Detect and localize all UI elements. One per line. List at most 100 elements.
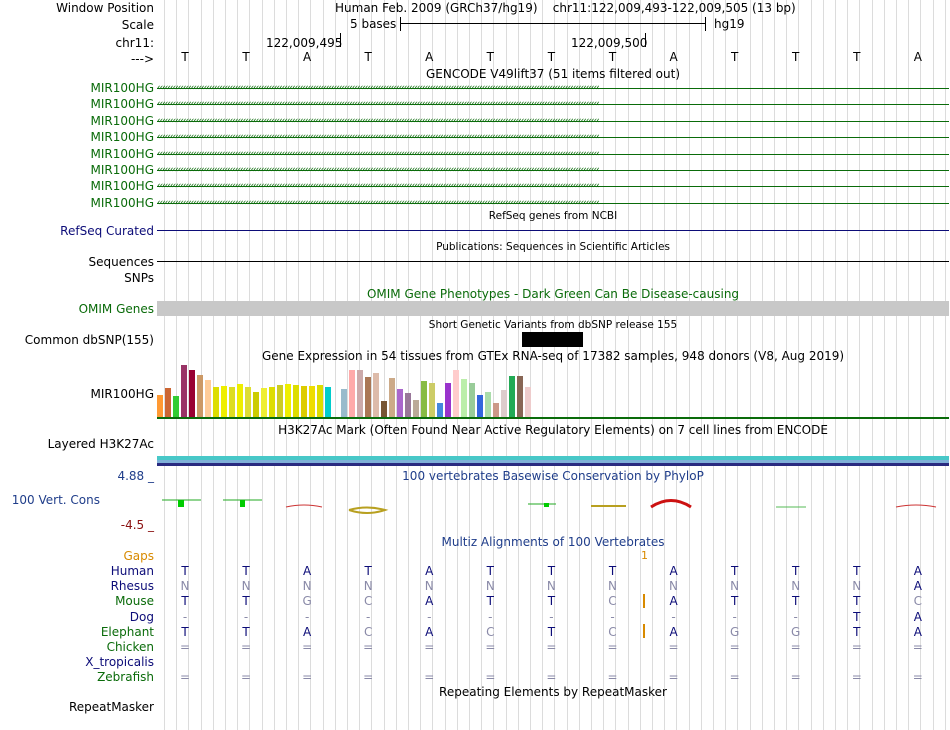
gtex-tissue-bar[interactable] [525,387,531,417]
gencode-gene-label[interactable]: MIR100HG [90,81,154,95]
gtex-tissue-bar[interactable] [445,383,451,417]
gencode-transcript[interactable]: ‹‹‹‹‹‹‹‹‹‹‹‹‹‹‹‹‹‹‹‹‹‹‹‹‹‹‹‹‹‹‹‹‹‹‹‹‹‹‹‹… [157,181,949,191]
gtex-tissue-bar[interactable] [221,386,227,417]
refseq-track-title[interactable]: RefSeq genes from NCBI [488,210,618,222]
reference-base: T [853,50,861,64]
gtex-tissue-bar[interactable] [157,395,163,417]
gtex-tissue-bar[interactable] [341,389,347,417]
gencode-transcript[interactable]: ‹‹‹‹‹‹‹‹‹‹‹‹‹‹‹‹‹‹‹‹‹‹‹‹‹‹‹‹‹‹‹‹‹‹‹‹‹‹‹‹… [157,83,949,93]
gtex-tissue-bar[interactable] [245,387,251,417]
multiz-track-title[interactable]: Multiz Alignments of 100 Vertebrates [441,535,665,549]
gtex-tissue-bar[interactable] [197,375,203,417]
alignment-base: A [425,594,434,609]
gtex-tissue-bar[interactable] [381,401,387,417]
gtex-tissue-bar[interactable] [349,370,355,417]
h3k27ac-track-title[interactable]: H3K27Ac Mark (Often Found Near Active Re… [278,423,828,437]
dbsnp-label[interactable]: Common dbSNP(155) [24,333,154,347]
gtex-tissue-bar[interactable] [477,395,483,417]
gtex-tissue-bar[interactable] [173,396,179,417]
refseq-gene-line[interactable] [157,230,949,231]
gencode-gene-label[interactable]: MIR100HG [90,97,154,112]
gtex-tissue-bar[interactable] [301,386,307,417]
gencode-gene-label[interactable]: MIR100HG [90,195,154,210]
gtex-tissue-bar[interactable] [261,388,267,417]
gencode-track-title[interactable]: GENCODE V49lift37 (51 items filtered out… [425,67,680,81]
gencode-transcript[interactable]: ‹‹‹‹‹‹‹‹‹‹‹‹‹‹‹‹‹‹‹‹‹‹‹‹‹‹‹‹‹‹‹‹‹‹‹‹‹‹‹‹… [157,165,949,175]
gtex-tissue-bar[interactable] [277,385,283,417]
gencode-transcript[interactable]: ‹‹‹‹‹‹‹‹‹‹‹‹‹‹‹‹‹‹‹‹‹‹‹‹‹‹‹‹‹‹‹‹‹‹‹‹‹‹‹‹… [157,132,949,142]
gencode-transcript[interactable]: ‹‹‹‹‹‹‹‹‹‹‹‹‹‹‹‹‹‹‹‹‹‹‹‹‹‹‹‹‹‹‹‹‹‹‹‹‹‹‹‹… [157,149,949,159]
species-label[interactable]: Mouse [115,594,154,609]
dbsnp-track-title[interactable]: Short Genetic Variants from dbSNP releas… [428,319,678,331]
gtex-tissue-bar[interactable] [373,373,379,417]
grid-line [823,0,824,730]
gtex-tissue-bar[interactable] [269,387,275,417]
publications-label[interactable]: Sequences [88,255,154,269]
gtex-tissue-bar[interactable] [429,383,435,417]
species-label[interactable]: Human [110,564,154,578]
gtex-tissue-bar[interactable] [317,385,323,417]
gtex-tissue-bar[interactable] [469,383,475,417]
h3k27ac-label[interactable]: Layered H3K27Ac [47,437,154,451]
publications-line[interactable] [157,261,949,262]
gencode-transcript[interactable]: ‹‹‹‹‹‹‹‹‹‹‹‹‹‹‹‹‹‹‹‹‹‹‹‹‹‹‹‹‹‹‹‹‹‹‹‹‹‹‹‹… [157,116,949,126]
gtex-tissue-bar[interactable] [165,388,171,417]
gtex-tissue-bar[interactable] [309,386,315,417]
gtex-tissue-bar[interactable] [325,387,331,417]
gencode-gene-label[interactable]: MIR100HG [90,163,154,177]
gtex-tissue-bar[interactable] [189,370,195,417]
gtex-tissue-bar[interactable] [405,393,411,417]
gtex-tissue-bar[interactable] [437,403,443,417]
gtex-expression-bars[interactable] [156,362,536,417]
gtex-tissue-bar[interactable] [517,376,523,417]
gtex-tissue-bar[interactable] [509,376,515,417]
gencode-gene-label[interactable]: MIR100HG [90,113,154,128]
refseq-label[interactable]: RefSeq Curated [60,224,154,238]
gtex-tissue-bar[interactable] [253,392,259,417]
gtex-tissue-bar[interactable] [357,370,363,417]
species-label[interactable]: Chicken [106,640,154,654]
gencode-transcript[interactable]: ‹‹‹‹‹‹‹‹‹‹‹‹‹‹‹‹‹‹‹‹‹‹‹‹‹‹‹‹‹‹‹‹‹‹‹‹‹‹‹‹… [157,198,949,208]
species-label[interactable]: Elephant [100,624,154,639]
gtex-label[interactable]: MIR100HG [90,387,154,401]
phylop-graph[interactable] [156,486,950,518]
gtex-tissue-bar[interactable] [213,387,219,417]
gtex-track-title[interactable]: Gene Expression in 54 tissues from GTEx … [261,349,845,363]
gtex-tissue-bar[interactable] [413,400,419,417]
gencode-gene-label[interactable]: MIR100HG [90,146,154,161]
species-label[interactable]: Dog [129,609,154,624]
species-label[interactable]: Zebrafish [97,670,154,685]
gtex-tissue-bar[interactable] [501,390,507,417]
gtex-tissue-bar[interactable] [461,379,467,417]
gencode-transcript[interactable]: ‹‹‹‹‹‹‹‹‹‹‹‹‹‹‹‹‹‹‹‹‹‹‹‹‹‹‹‹‹‹‹‹‹‹‹‹‹‹‹‹… [157,99,949,109]
window-position-value[interactable]: Human Feb. 2009 (GRCh37/hg19) chr11:122,… [335,1,796,15]
gencode-gene-label[interactable]: MIR100HG [90,130,154,145]
gtex-tissue-bar[interactable] [485,392,491,417]
publications-track-title[interactable]: Publications: Sequences in Scientific Ar… [436,241,670,253]
gtex-tissue-bar[interactable] [493,403,499,417]
gtex-tissue-bar[interactable] [237,384,243,417]
omim-track-title[interactable]: OMIM Gene Phenotypes - Dark Green Can Be… [366,287,740,301]
gtex-tissue-bar[interactable] [205,380,211,417]
gtex-tissue-bar[interactable] [389,378,395,417]
gtex-tissue-bar[interactable] [397,389,403,417]
gtex-tissue-bar[interactable] [181,365,187,417]
phylop-label[interactable]: 100 Vert. Cons [11,493,100,507]
gtex-tissue-bar[interactable] [229,387,235,417]
snps-label[interactable]: SNPs [124,271,154,285]
gtex-tissue-bar[interactable] [453,370,459,417]
species-label[interactable]: Rhesus [110,579,154,594]
repeatmasker-track-title[interactable]: Repeating Elements by RepeatMasker [439,685,667,699]
species-label[interactable]: X_tropicalis [85,655,154,670]
gtex-tissue-bar[interactable] [285,384,291,417]
gencode-gene-label[interactable]: MIR100HG [90,179,154,194]
omim-label[interactable]: OMIM Genes [78,302,154,316]
gtex-tissue-bar[interactable] [365,377,371,417]
gtex-tissue-bar[interactable] [293,385,299,417]
gtex-tissue-bar[interactable] [421,381,427,417]
phylop-track-title[interactable]: 100 vertebrates Basewise Conservation by… [402,469,704,483]
dbsnp-variant[interactable] [522,332,583,347]
alignment-base: T [730,564,739,578]
repeatmasker-label[interactable]: RepeatMasker [68,700,154,714]
omim-bar[interactable] [157,301,949,316]
